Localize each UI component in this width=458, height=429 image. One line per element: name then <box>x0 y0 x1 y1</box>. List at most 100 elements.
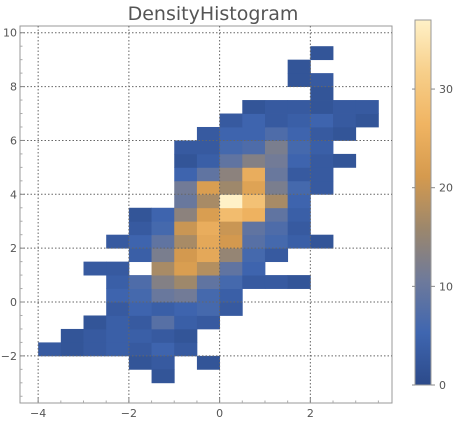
histogram-bin <box>264 234 289 249</box>
colorbar-gradient <box>414 19 432 386</box>
y-tick-label: 10 <box>3 27 17 40</box>
histogram-bin <box>264 113 289 128</box>
histogram-bin <box>174 207 198 222</box>
histogram-bin <box>310 180 334 195</box>
histogram-bin <box>219 234 243 249</box>
histogram-bin <box>287 221 311 236</box>
histogram-bin <box>264 167 289 182</box>
histogram-bin <box>310 167 334 182</box>
histogram-bin <box>196 248 221 263</box>
histogram-bin <box>219 126 243 141</box>
histogram-bin <box>174 288 198 303</box>
histogram-bin <box>310 113 334 128</box>
histogram-bin <box>242 234 266 249</box>
histogram-bin <box>264 221 289 236</box>
histogram-bin <box>310 234 334 249</box>
histogram-bin <box>151 328 175 343</box>
histogram-bin <box>287 100 311 114</box>
histogram-bins <box>38 46 379 384</box>
histogram-bin <box>151 248 175 263</box>
histogram-bin <box>128 288 152 303</box>
histogram-bin <box>219 248 243 263</box>
histogram-bin <box>196 315 221 330</box>
histogram-bin <box>174 342 198 357</box>
y-tick-label: 2 <box>10 242 17 255</box>
histogram-bin <box>106 234 130 249</box>
colorbar-tick-label: 10 <box>439 280 453 293</box>
colorbar-tick-label: 20 <box>439 182 453 195</box>
histogram-bin <box>106 288 130 303</box>
histogram-bin <box>264 207 289 222</box>
histogram-bin <box>128 328 152 343</box>
histogram-bin <box>219 140 243 155</box>
y-tick-label: 8 <box>10 81 17 94</box>
histogram-bin <box>151 221 175 236</box>
histogram-bin <box>174 194 198 209</box>
histogram-bin <box>219 194 243 209</box>
histogram-bin <box>219 302 243 316</box>
histogram-bin <box>264 140 289 155</box>
histogram-bin <box>174 153 198 168</box>
histogram-bin <box>128 248 152 263</box>
histogram-bin <box>287 194 311 209</box>
histogram-bin <box>242 153 266 168</box>
histogram-bin <box>174 302 198 316</box>
histogram-bin <box>196 207 221 222</box>
histogram-bin <box>287 180 311 195</box>
histogram-bin <box>38 342 62 357</box>
histogram-bin <box>196 153 221 168</box>
histogram-bin <box>310 140 334 155</box>
histogram-bin <box>106 261 130 276</box>
histogram-bin <box>151 342 175 357</box>
histogram-bin <box>287 207 311 222</box>
histogram-bin <box>60 328 84 343</box>
histogram-bin <box>242 194 266 209</box>
x-tick-label: −2 <box>121 407 137 420</box>
histogram-bin <box>83 342 107 357</box>
histogram-bin <box>287 234 311 249</box>
histogram-bin <box>219 153 243 168</box>
histogram-bin <box>128 207 152 222</box>
histogram-bin <box>333 153 357 168</box>
chart-title: DensityHistogram <box>128 3 299 25</box>
histogram-bin <box>355 100 379 114</box>
histogram-bin <box>151 275 175 289</box>
x-tick-label: 2 <box>307 407 314 420</box>
histogram-bin <box>128 234 152 249</box>
grid-lines <box>20 26 392 403</box>
histogram-bin <box>151 315 175 330</box>
histogram-bin <box>151 261 175 276</box>
histogram-bin <box>106 342 130 357</box>
histogram-bin <box>242 113 266 128</box>
histogram-bin <box>128 221 152 236</box>
histogram-bin <box>174 180 198 195</box>
histogram-bin <box>242 167 266 182</box>
histogram-bin <box>174 248 198 263</box>
histogram-bin <box>242 100 266 114</box>
histogram-bin <box>242 140 266 155</box>
histogram-bin <box>83 261 107 276</box>
histogram-bin <box>242 126 266 141</box>
histogram-bin <box>287 140 311 155</box>
y-tick-label: 0 <box>10 296 17 309</box>
histogram-bin <box>196 221 221 236</box>
histogram-bin <box>83 328 107 343</box>
histogram-bin <box>264 126 289 141</box>
histogram-bin <box>219 113 243 128</box>
histogram-bin <box>219 180 243 195</box>
histogram-bin <box>106 275 130 289</box>
histogram-bin <box>310 86 334 101</box>
histogram-bin <box>196 140 221 155</box>
histogram-bin <box>310 153 334 168</box>
histogram-bin <box>310 73 334 87</box>
histogram-bin <box>174 261 198 276</box>
histogram-bin <box>287 59 311 74</box>
histogram-bin <box>196 261 221 276</box>
colorbar: 0 10 20 30 <box>412 19 453 392</box>
histogram-bin <box>219 275 243 289</box>
histogram-bin <box>196 288 221 303</box>
histogram-bin <box>333 126 357 141</box>
histogram-bin <box>174 140 198 155</box>
histogram-bin <box>174 167 198 182</box>
histogram-bin <box>264 248 289 263</box>
